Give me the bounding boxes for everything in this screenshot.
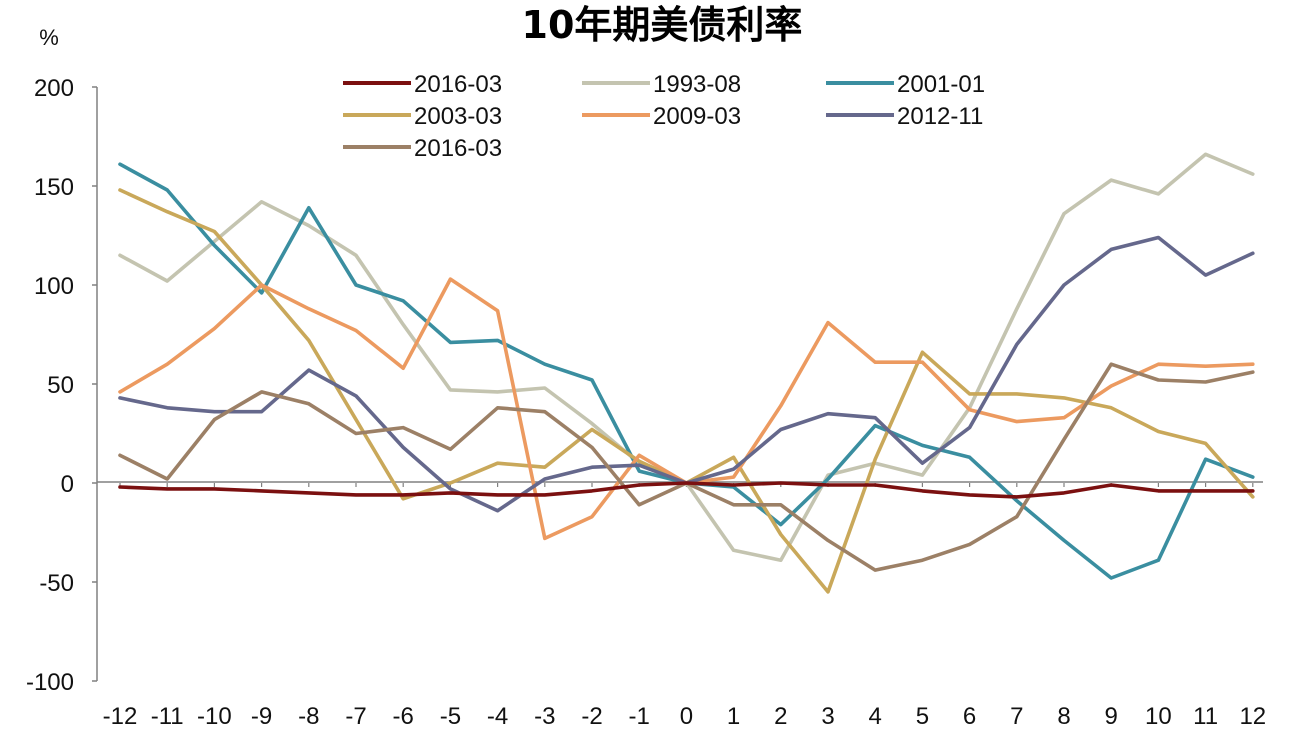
y-tick-label: -50: [39, 570, 74, 597]
chart-title: 10年期美债利率: [522, 3, 803, 47]
x-tick-label: 9: [1105, 703, 1118, 730]
x-tick-label: -1: [629, 703, 650, 730]
series-line-6: [118, 235, 1255, 513]
legend-label: 2001-01: [897, 71, 985, 98]
x-tick-label: -5: [440, 703, 461, 730]
y-tick-labels: -100 -50 0 50 100 150 200: [26, 75, 97, 696]
x-tick-label: -11: [151, 703, 184, 730]
x-tick-label: 12: [1239, 703, 1266, 730]
series-line-3: [118, 162, 1255, 580]
x-tick-label: -6: [393, 703, 414, 730]
x-tick-label: 11: [1193, 703, 1218, 730]
legend-label: 2003-03: [414, 103, 502, 130]
x-tick-label: 0: [680, 703, 693, 730]
x-tick-label: -4: [487, 703, 508, 730]
y-tick-label: 100: [34, 273, 74, 300]
x-tick-label: 4: [869, 703, 882, 730]
legend-label: 1993-08: [653, 71, 741, 98]
x-tick-label: -8: [298, 703, 319, 730]
x-tick-label: -10: [197, 703, 232, 730]
x-tick-label: 8: [1057, 703, 1070, 730]
x-tick-label: 6: [963, 703, 976, 730]
series-line-2: [118, 152, 1255, 563]
y-tick-label: 50: [47, 372, 74, 399]
x-tick-label: -2: [581, 703, 602, 730]
x-tick-label: -3: [534, 703, 555, 730]
x-tick-label: 10: [1145, 703, 1172, 730]
legend-label: 2016-03: [414, 71, 502, 98]
legend-label: 2012-11: [897, 103, 983, 130]
legend-label: 2016-03: [414, 135, 502, 162]
x-tick-label: -7: [345, 703, 366, 730]
y-tick-label: 0: [61, 471, 74, 498]
series-line-7: [118, 362, 1255, 572]
y-axis-unit: %: [39, 25, 59, 50]
x-tick-label: -9: [251, 703, 272, 730]
x-tick-labels: -12 -11 -10 -9 -8 -7 -6 -5 -4 -3 -2 -1 0 1 2 3 4 5 6 7 8 9 10 1…: [103, 483, 1266, 730]
y-tick-label: -100: [26, 669, 74, 696]
x-tick-label: -12: [103, 703, 138, 730]
series-line-1: [118, 481, 1255, 499]
x-tick-label: 5: [916, 703, 929, 730]
y-tick-label: 200: [34, 75, 74, 102]
x-tick-label: 7: [1010, 703, 1023, 730]
legend-label: 2009-03: [653, 103, 741, 130]
series-line-4: [118, 188, 1255, 594]
y-tick-label: 150: [34, 174, 74, 201]
legend: 2016-03 1993-08 2001-01 2003-03 2009-03 2012-…: [343, 71, 985, 162]
x-tick-label: 3: [821, 703, 834, 730]
x-tick-label: 2: [774, 703, 787, 730]
x-tick-label: 1: [727, 703, 740, 730]
series-lines: [118, 152, 1255, 594]
